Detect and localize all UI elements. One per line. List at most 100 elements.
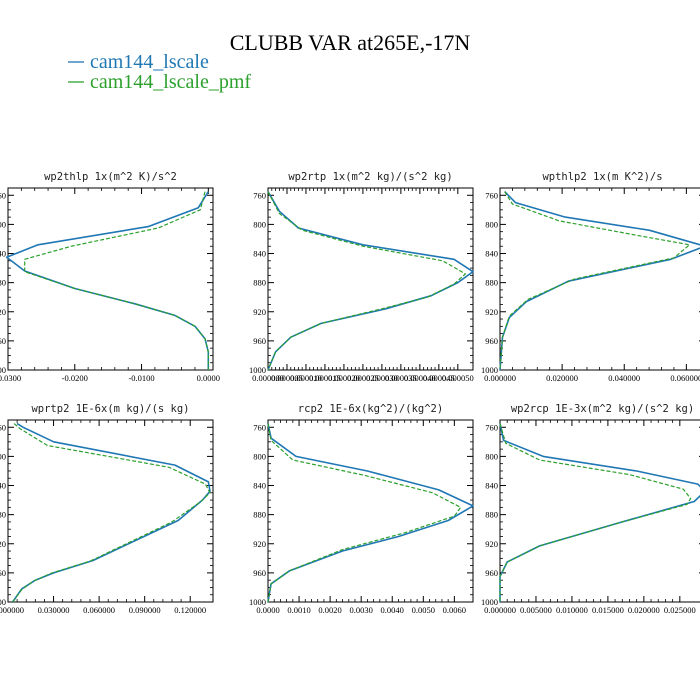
x-tick-label: 0.000040 xyxy=(404,373,436,383)
series-line-cam144-lscale-pmf xyxy=(24,191,209,370)
plot-frame xyxy=(499,187,700,371)
series-line-cam144-lscale xyxy=(267,191,474,371)
x-tick-label: 0.0060 xyxy=(443,605,466,615)
plot-frame xyxy=(267,419,474,603)
x-tick-label: 0.000045 xyxy=(423,373,455,383)
y-tick-label: 880 xyxy=(253,510,266,520)
chart-panel-6: wp2rcp 1E-3x(m^2 kg)/(s^2 kg) 0.000000 0.0… xyxy=(481,403,700,615)
legend-label-1: cam144_lscale xyxy=(90,51,209,73)
x-tick-label: 0.0000 xyxy=(197,373,220,383)
y-tick-label: 760 xyxy=(253,190,266,200)
x-tick-label: 0.000025 xyxy=(347,373,379,383)
y-tick-label: 1000 xyxy=(0,597,6,607)
x-tick-label: 0.020000 xyxy=(628,605,660,615)
y-tick-label: 960 xyxy=(253,336,266,346)
series-line-cam144-lscale xyxy=(267,423,474,603)
x-tick-label: 0.010000 xyxy=(556,605,588,615)
x-tick-label: 0.030000 xyxy=(38,605,70,615)
legend: cam144_lscale cam144_lscale_pmf xyxy=(68,51,251,93)
plot-frame xyxy=(267,187,474,371)
plot-frame xyxy=(7,419,214,603)
x-tick-label: -0.0100 xyxy=(128,373,154,383)
x-tick-label: 0.000030 xyxy=(366,373,398,383)
y-tick-label: 800 xyxy=(0,219,6,229)
plot-frame xyxy=(7,187,214,371)
chart-panel-3: wpthlp2 1x(m K^2)/s 0.000000 0.020000 0.040… xyxy=(481,171,700,383)
y-tick-label: 800 xyxy=(485,451,498,461)
series-line-cam144-lscale-pmf xyxy=(499,423,692,602)
series-line-cam144-lscale-pmf xyxy=(267,423,462,603)
panel-title: wpthlp2 1x(m K^2)/s xyxy=(542,171,662,183)
y-tick-label: 920 xyxy=(485,539,498,549)
x-tick-label: 0.120000 xyxy=(174,605,206,615)
x-tick-label: 0.0050 xyxy=(412,605,435,615)
y-tick-label: 1000 xyxy=(0,365,6,375)
x-tick-label: 0.000035 xyxy=(385,373,417,383)
y-tick-label: 800 xyxy=(485,219,498,229)
chart-panel-5: rcp2 1E-6x(kg^2)/(kg^2) 0.0000 0.0010 0.002… xyxy=(249,403,474,615)
plot-frame xyxy=(499,419,700,603)
panel-title: rcp2 1E-6x(kg^2)/(kg^2) xyxy=(298,403,443,415)
y-tick-label: 1000 xyxy=(249,365,266,375)
y-tick-label: 920 xyxy=(0,539,6,549)
x-tick-label: 0.000050 xyxy=(442,373,474,383)
y-tick-label: 920 xyxy=(253,539,266,549)
x-tick-label: 0.000000 xyxy=(484,373,516,383)
y-tick-label: 880 xyxy=(485,278,498,288)
x-tick-label: 0.020000 xyxy=(546,373,578,383)
chart-panel-2: wp2rtp 1x(m^2 kg)/(s^2 kg)0.0000000.0000… xyxy=(249,171,474,383)
y-tick-label: 880 xyxy=(0,510,6,520)
x-tick-label: 0.0030 xyxy=(349,605,372,615)
y-tick-label: 840 xyxy=(0,249,6,259)
x-tick-label: 0.0000 xyxy=(256,605,279,615)
chart-panel-1: wp2thlp 1x(m^2 K)/s^2 -0.0300 -0.0200 -0.01… xyxy=(0,171,220,383)
x-tick-label: 0.060000 xyxy=(83,605,115,615)
x-tick-label: 0.000015 xyxy=(309,373,341,383)
x-tick-label: 0.090000 xyxy=(129,605,161,615)
series-line-cam144-lscale-pmf xyxy=(499,191,691,371)
series-line-cam144-lscale-pmf xyxy=(12,423,211,603)
y-tick-label: 960 xyxy=(0,336,6,346)
y-tick-label: 880 xyxy=(485,510,498,520)
panel-title: wprtp2 1E-6x(m kg)/(s kg) xyxy=(31,403,189,415)
x-tick-label: 0.0040 xyxy=(381,605,404,615)
y-tick-label: 1000 xyxy=(481,597,498,607)
y-tick-label: 880 xyxy=(0,278,6,288)
y-tick-label: 760 xyxy=(485,190,498,200)
x-tick-label: 0.025000 xyxy=(664,605,696,615)
x-tick-label: -0.0300 xyxy=(0,373,21,383)
x-tick-label: 0.040000 xyxy=(608,373,640,383)
y-tick-label: 920 xyxy=(485,307,498,317)
chart-panel-4: wprtp2 1E-6x(m kg)/(s kg) 0.000000 0.03000… xyxy=(0,403,214,615)
figure-title: CLUBB VAR at265E,-17N xyxy=(230,30,471,55)
y-tick-label: 800 xyxy=(253,219,266,229)
x-tick-label: 0.000020 xyxy=(328,373,360,383)
y-tick-label: 800 xyxy=(0,451,6,461)
series-line-cam144-lscale-pmf xyxy=(267,191,466,371)
y-tick-label: 960 xyxy=(253,568,266,578)
y-tick-label: 920 xyxy=(0,307,6,317)
x-tick-label: 0.015000 xyxy=(592,605,624,615)
x-tick-label: 0.000005 xyxy=(271,373,303,383)
series-line-cam144-lscale xyxy=(11,422,211,603)
panel-title: wp2rcp 1E-3x(m^2 kg)/(s^2 kg) xyxy=(511,403,694,415)
panel-title: wp2rtp 1x(m^2 kg)/(s^2 kg) xyxy=(288,171,452,183)
y-tick-label: 920 xyxy=(253,307,266,317)
x-tick-label: 0.000000 xyxy=(252,373,284,383)
y-tick-label: 840 xyxy=(485,481,498,491)
series-line-cam144-lscale xyxy=(5,191,210,370)
y-tick-label: 960 xyxy=(485,336,498,346)
series-line-cam144-lscale xyxy=(499,423,700,602)
y-tick-label: 880 xyxy=(253,278,266,288)
y-tick-label: 840 xyxy=(253,249,266,259)
x-tick-label: -0.0200 xyxy=(62,373,88,383)
x-tick-label: 0.005000 xyxy=(520,605,552,615)
panel-title: wp2thlp 1x(m^2 K)/s^2 xyxy=(44,171,177,183)
y-tick-label: 840 xyxy=(0,481,6,491)
y-tick-label: 760 xyxy=(0,190,6,200)
x-tick-label: 0.000000 xyxy=(0,605,24,615)
series-line-cam144-lscale xyxy=(499,191,700,371)
x-tick-label: 0.000000 xyxy=(484,605,516,615)
x-tick-label: 0.0020 xyxy=(318,605,341,615)
